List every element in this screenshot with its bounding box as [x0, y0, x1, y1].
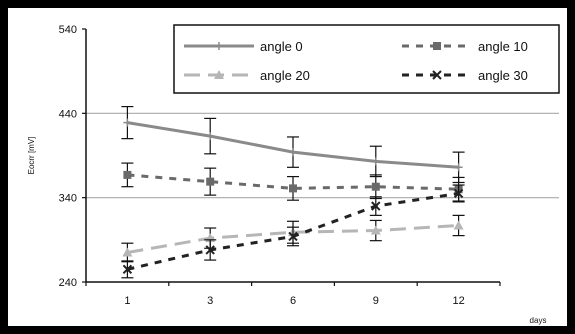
marker-0-4: [454, 163, 463, 172]
x-tick-label-3: 9: [373, 295, 379, 307]
marker-0-3: [371, 157, 380, 166]
legend-marker-3: [432, 70, 442, 80]
legend-label-1: angle 10: [478, 39, 528, 54]
marker-1-1: [206, 177, 215, 186]
marker-1-0: [123, 170, 132, 179]
marker-3-4: [453, 188, 464, 199]
marker-2-0: [122, 247, 133, 257]
x-tick-label-0: 1: [124, 295, 130, 307]
y-axis-title: Eocrr [mV]: [27, 137, 36, 175]
x-tick-label-2: 6: [290, 295, 296, 307]
legend-label-3: angle 30: [478, 68, 528, 83]
marker-1-3: [371, 182, 380, 191]
marker-0-0: [123, 118, 132, 127]
legend-marker-0: [215, 42, 223, 50]
marker-1-2: [289, 184, 297, 193]
y-tick-label-0: 240: [59, 277, 77, 289]
y-tick-label-2: 440: [59, 108, 77, 120]
marker-3-1: [205, 245, 215, 255]
chart-area: 240 340 440 540 1 3 6 9 12 days Eocrr [mV] angle 0 a…: [8, 8, 567, 326]
x-tick-label-1: 3: [207, 295, 213, 307]
marker-0-2: [289, 148, 297, 157]
x-axis-title: days: [530, 316, 547, 325]
line-chart: 240 340 440 540 1 3 6 9 12 days Eocrr [mV] angle 0 a…: [27, 24, 560, 325]
series-line-2: [127, 223, 459, 254]
marker-3-3: [371, 201, 381, 211]
legend-box: [173, 24, 560, 94]
marker-3-2: [288, 231, 298, 242]
marker-3-0: [122, 264, 133, 275]
legend-marker-2: [214, 70, 224, 79]
marker-2-4: [453, 220, 464, 230]
marker-2-3: [370, 225, 381, 235]
legend-label-2: angle 20: [260, 68, 310, 83]
legend-marker-1: [433, 42, 441, 50]
y-tick-label-1: 340: [59, 193, 77, 205]
marker-0-1: [206, 132, 215, 141]
legend-label-0: angle 0: [260, 39, 303, 54]
x-tick-label-4: 12: [452, 295, 464, 307]
y-tick-label-3: 540: [59, 24, 77, 36]
